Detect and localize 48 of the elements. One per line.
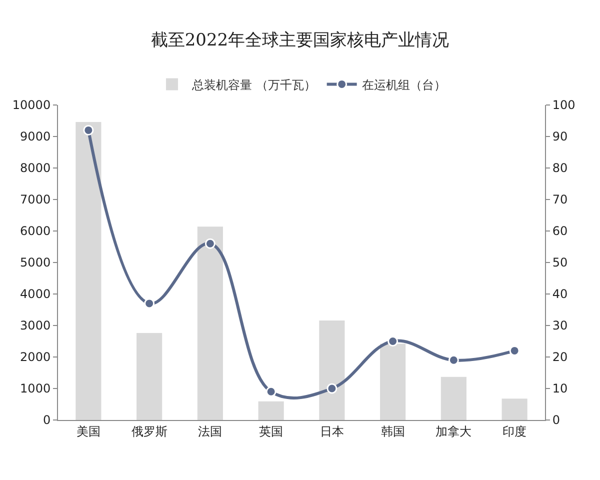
y-tick-label: 6000 bbox=[20, 224, 51, 238]
y-tick-label: 4000 bbox=[20, 287, 51, 302]
y-tick-label: 7000 bbox=[20, 192, 51, 207]
y2-tick-label: 10 bbox=[552, 382, 568, 396]
point bbox=[204, 238, 216, 249]
bar bbox=[197, 226, 223, 420]
point bbox=[448, 354, 459, 366]
point bbox=[326, 383, 338, 394]
x-tick-label: 韩国 bbox=[380, 424, 405, 438]
y2-tick-label: 20 bbox=[552, 350, 568, 364]
y-tick-label: 2000 bbox=[20, 350, 51, 364]
point bbox=[83, 124, 94, 136]
y-tick-label: 5000 bbox=[20, 256, 51, 270]
y2-tick-label: 40 bbox=[552, 287, 568, 302]
x-tick-label: 日本 bbox=[320, 424, 344, 438]
point bbox=[144, 298, 155, 309]
x-tick-label: 加拿大 bbox=[436, 424, 472, 438]
y-tick-label: 10000 bbox=[12, 98, 51, 112]
y2-tick-label: 0 bbox=[552, 413, 560, 428]
x-tick-label: 印度 bbox=[502, 424, 527, 438]
y2-tick-label: 70 bbox=[552, 192, 568, 207]
y2-tick-label: 60 bbox=[552, 224, 568, 238]
y-tick-label: 8000 bbox=[20, 161, 51, 176]
y-tick-label: 0 bbox=[42, 413, 51, 428]
bar bbox=[502, 398, 528, 420]
bar bbox=[76, 122, 102, 420]
y2-tick-label: 50 bbox=[552, 256, 568, 270]
bar bbox=[136, 333, 162, 420]
point bbox=[388, 336, 398, 346]
x-tick-label: 美国 bbox=[76, 424, 100, 438]
y-tick-label: 3000 bbox=[20, 318, 51, 333]
y2-tick-label: 80 bbox=[552, 161, 568, 176]
point bbox=[266, 386, 276, 397]
x-tick-label: 法国 bbox=[198, 424, 222, 438]
bar bbox=[380, 344, 406, 420]
x-tick-label: 英国 bbox=[259, 424, 284, 438]
y-tick-label: 1000 bbox=[20, 382, 51, 396]
y2-tick-label: 90 bbox=[552, 130, 568, 144]
y2-tick-label: 100 bbox=[552, 98, 576, 112]
chart-title: 截至2022年全球主要国家核电产业情况 bbox=[150, 30, 450, 50]
legend-label: 总装机容量 （万千瓦） bbox=[191, 78, 316, 92]
bar bbox=[440, 376, 466, 420]
x-tick-label: 俄罗斯 bbox=[131, 424, 168, 438]
bar bbox=[319, 320, 345, 420]
y2-tick-label: 30 bbox=[552, 318, 568, 333]
legend-label: 在运机组（台） bbox=[362, 78, 446, 92]
y-tick-label: 9000 bbox=[20, 130, 51, 144]
bar bbox=[258, 401, 284, 420]
